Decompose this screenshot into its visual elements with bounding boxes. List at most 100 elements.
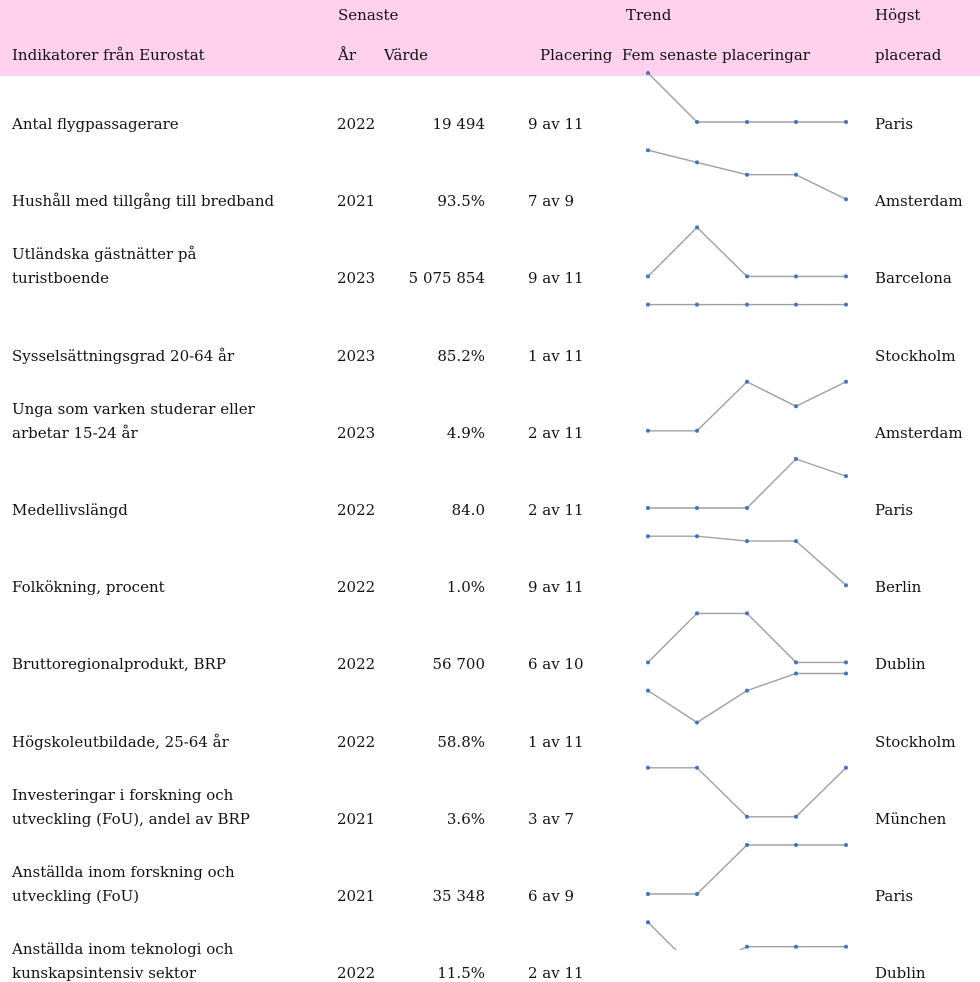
row-placering: 6 av 9 [528, 887, 575, 905]
row-placering: 1 av 11 [528, 346, 584, 365]
sparkline-line [647, 226, 846, 278]
sparkline-point [646, 506, 650, 510]
indicator-name: turistboende [12, 269, 110, 288]
sparkline-point [844, 379, 848, 384]
sparkline-point [695, 160, 699, 165]
sparkline-point [646, 274, 650, 279]
header-placering: Placering [540, 46, 613, 64]
indicator-name: utveckling (FoU), andel av BRP [12, 809, 250, 828]
row-placering: 2 av 11 [528, 501, 584, 519]
sparkline-point [794, 457, 798, 461]
sparkline-point [844, 120, 848, 124]
header-hogst-line1: Högst [875, 6, 921, 24]
row-value: 35 348 [432, 887, 486, 905]
sparkline-point [646, 428, 650, 433]
sparkline-point [794, 660, 798, 665]
sparkline-point [844, 765, 848, 770]
sparkline-point [844, 197, 848, 202]
row-placering: 6 av 10 [528, 655, 584, 674]
indicator-name: Hushåll med tillgång till bredband [12, 192, 275, 211]
sparkline-point [794, 274, 798, 279]
row-value: 11.5% [437, 964, 485, 982]
row-year: 2022 [337, 732, 376, 751]
row-placering: 2 av 11 [528, 964, 584, 982]
indicator-name: arbetar 15-24 år [12, 423, 138, 442]
row-year: 2023 [337, 423, 376, 442]
row-year: 2021 [337, 192, 376, 211]
row-hogst: Paris [875, 115, 914, 133]
indicator-name: Investeringar i forskning och [12, 785, 234, 804]
header-senaste: Senaste [338, 6, 399, 24]
indicator-name: Bruttoregionalprodukt, BRP [12, 655, 226, 674]
sparkline-point [794, 172, 798, 177]
indicator-name: utveckling (FoU) [12, 887, 140, 905]
sparkline-point [646, 534, 650, 539]
row-value: 93.5% [437, 192, 485, 211]
row-hogst: Dublin [875, 655, 926, 674]
row-value: 4.9% [446, 423, 485, 442]
row-hogst: Stockholm [875, 346, 956, 365]
sparkline-point [646, 688, 650, 693]
sparkline-point [646, 660, 650, 665]
sparkline-point [745, 274, 749, 279]
sparkline-point [646, 148, 650, 153]
indicator-name: Utländska gästnätter på [12, 245, 197, 264]
header-band [0, 0, 980, 76]
row-placering: 2 av 11 [528, 423, 584, 442]
row-hogst: Amsterdam [875, 423, 963, 442]
sparkline-point [745, 843, 749, 847]
sparkline-point [844, 583, 848, 588]
sparkline-point [695, 120, 699, 124]
row-year: 2022 [337, 578, 376, 597]
row-year: 2022 [337, 115, 376, 133]
sparkline-point [745, 120, 749, 124]
indicator-name: Medellivslängd [12, 501, 128, 519]
header-ar: År [338, 46, 357, 64]
sparkline-point [695, 611, 699, 616]
row-value: 85.2% [437, 346, 485, 365]
indicator-name: Unga som varken studerar eller [12, 399, 255, 418]
sparkline-point [745, 611, 749, 616]
row-value: 19 494 [432, 115, 486, 133]
sparkline-line [647, 672, 846, 724]
row-hogst: Barcelona [875, 269, 952, 288]
sparkline-point [844, 302, 848, 307]
row-hogst: Paris [875, 501, 914, 519]
sparkline-point [844, 671, 848, 676]
row-placering: 3 av 7 [528, 809, 575, 828]
row-value: 1.0% [446, 578, 485, 597]
sparkline-point [794, 944, 798, 949]
row-hogst: Amsterdam [875, 192, 963, 211]
sparkline-point [695, 225, 699, 230]
row-value: 58.8% [437, 732, 485, 751]
sparkline-point [646, 920, 650, 925]
indicator-name: Sysselsättningsgrad 20-64 år [12, 346, 235, 365]
row-hogst: Berlin [875, 578, 922, 597]
sparkline-line [647, 149, 847, 200]
row-year: 2023 [337, 346, 376, 365]
indicator-name: kunskapsintensiv sektor [12, 964, 197, 982]
sparkline-point [745, 506, 749, 510]
sparkline-point [844, 660, 848, 665]
sparkline-point [745, 539, 749, 544]
sparkline-point [844, 843, 848, 847]
row-value: 56 700 [432, 655, 486, 674]
indicator-name: Anställda inom forskning och [12, 863, 235, 881]
sparkline-point [695, 302, 699, 307]
sparkline-point [646, 302, 650, 307]
row-year: 2022 [337, 655, 376, 674]
sparkline-point [745, 172, 749, 177]
row-value: 5 075 854 [408, 269, 485, 288]
sparkline-point [745, 944, 749, 949]
sparkline-point [695, 534, 699, 539]
sparkline-point [794, 539, 798, 544]
row-placering: 1 av 11 [528, 732, 584, 751]
indicator-name: Högskoleutbildade, 25-64 år [12, 732, 229, 751]
sparkline-line [647, 612, 846, 664]
header-trend: Trend [626, 6, 672, 24]
row-hogst: Paris [875, 887, 914, 905]
row-year: 2023 [337, 269, 376, 288]
sparkline-line [648, 767, 847, 818]
sparkline-line [648, 380, 847, 432]
row-hogst: Dublin [875, 964, 926, 982]
